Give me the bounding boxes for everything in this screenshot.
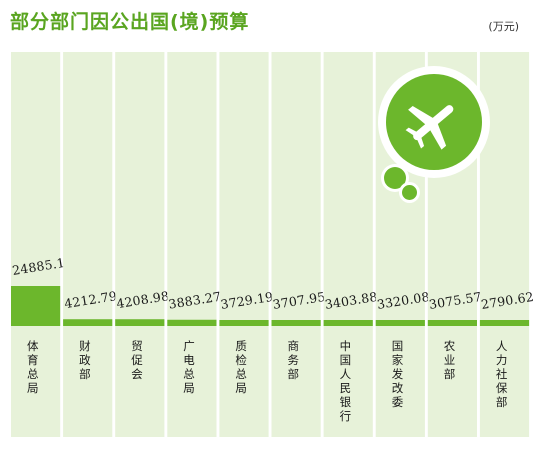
- bar: [323, 320, 373, 326]
- category-label: 国家发改委: [392, 339, 404, 409]
- column-panel: [271, 52, 321, 437]
- category-label: 商务部: [288, 339, 300, 381]
- column-panel: [115, 52, 165, 437]
- bar: [219, 320, 269, 326]
- thought-bubble: [378, 66, 490, 178]
- column-panel: [167, 52, 217, 437]
- bar: [11, 286, 61, 326]
- bar: [271, 320, 321, 326]
- category-label: 广电总局: [183, 339, 195, 395]
- column-panel: [11, 52, 61, 437]
- category-label: 人力社保部: [496, 339, 508, 409]
- column-panel: [219, 52, 269, 437]
- category-label: 质检总局: [235, 339, 247, 395]
- thought-bubble-fill: [386, 74, 482, 170]
- airplane-icon: [405, 105, 454, 150]
- chart-title: 部分部门因公出国(境)预算: [10, 11, 250, 33]
- category-label: 中国人民银行: [340, 339, 352, 423]
- bar: [63, 319, 113, 326]
- category-label: 农业部: [444, 339, 456, 381]
- thought-bubble-dot-large: [384, 167, 406, 189]
- unit-label: (万元): [488, 20, 519, 33]
- category-label: 贸促会: [131, 339, 143, 381]
- column-panel: [323, 52, 373, 437]
- bar: [167, 319, 217, 326]
- column-panel: [63, 52, 113, 437]
- bar: [427, 320, 477, 326]
- category-label: 财政部: [79, 339, 91, 381]
- category-label: 体育总局: [27, 339, 39, 395]
- bar: [115, 319, 165, 326]
- thought-bubble-dot-small: [402, 185, 417, 200]
- bar: [479, 320, 530, 326]
- bar: [375, 320, 425, 326]
